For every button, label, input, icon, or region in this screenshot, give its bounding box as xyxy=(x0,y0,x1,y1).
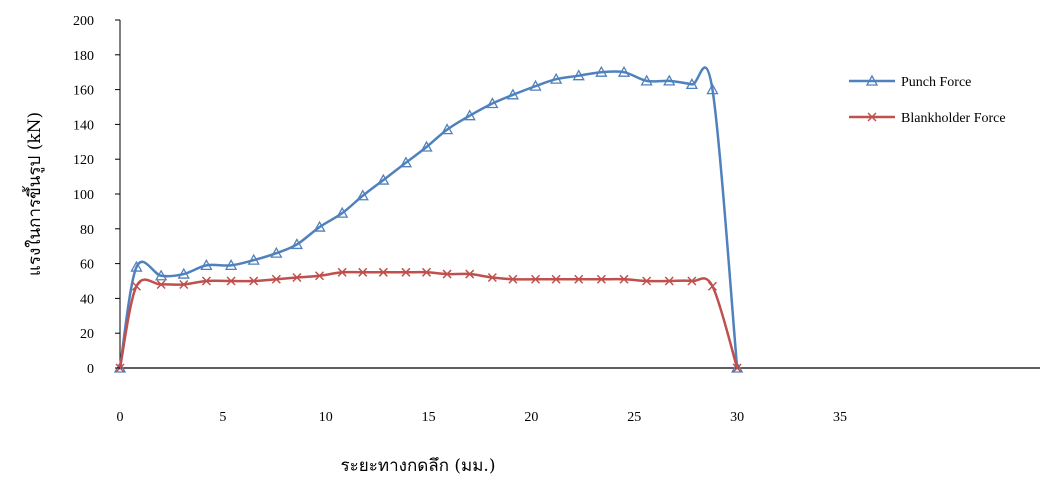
data-point xyxy=(226,276,236,286)
data-point xyxy=(707,281,717,291)
y-axis-title: แรงในการขึ้นรูป (kN) xyxy=(22,112,45,276)
y-tick-label: 0 xyxy=(87,362,94,377)
data-point xyxy=(685,78,698,90)
data-point xyxy=(731,361,744,373)
plot-area xyxy=(113,20,1040,373)
data-point xyxy=(356,189,369,201)
x-tick-label: 35 xyxy=(833,410,847,425)
y-tick-label: 200 xyxy=(73,14,94,29)
series-markers xyxy=(113,65,744,373)
legend-marker xyxy=(867,112,877,122)
data-point xyxy=(337,267,347,277)
y-tick-label: 120 xyxy=(73,153,94,168)
data-point xyxy=(487,272,497,283)
legend-marker xyxy=(865,74,879,86)
data-point xyxy=(290,238,304,250)
data-point xyxy=(155,269,168,281)
y-tick-label: 20 xyxy=(80,327,94,342)
data-point xyxy=(687,276,697,286)
data-point xyxy=(732,363,742,373)
data-point xyxy=(401,267,411,277)
x-axis-title: ระยะทางกดลึก (มม.) xyxy=(341,456,496,476)
data-point xyxy=(313,220,326,232)
data-point xyxy=(271,274,281,284)
data-point xyxy=(399,156,413,168)
x-tick-label: 0 xyxy=(117,410,124,425)
x-tick-labels: 0 5 10 15 20 25 30 35 xyxy=(117,410,848,425)
y-tick-label: 100 xyxy=(73,188,94,203)
data-point xyxy=(249,276,259,286)
data-point xyxy=(177,267,190,279)
data-point xyxy=(508,274,518,284)
data-point xyxy=(336,206,349,218)
data-point xyxy=(201,276,211,286)
data-point xyxy=(270,246,283,258)
data-point xyxy=(642,276,652,286)
series-line-blankholder-force xyxy=(118,270,739,369)
x-tick-label: 20 xyxy=(524,410,538,425)
series-line-punch-force xyxy=(118,66,739,369)
data-point xyxy=(550,72,563,84)
x-tick-label: 10 xyxy=(319,410,333,425)
data-point xyxy=(292,272,302,283)
data-point xyxy=(572,69,585,81)
legend: Punch Force Blankholder Force xyxy=(849,74,1006,126)
data-point xyxy=(706,83,719,95)
data-point xyxy=(531,274,541,284)
data-point xyxy=(664,276,674,286)
data-point xyxy=(315,271,325,281)
data-point xyxy=(358,267,368,277)
data-point xyxy=(247,253,260,265)
data-point xyxy=(506,88,520,100)
data-point xyxy=(420,140,433,152)
data-point xyxy=(595,65,608,77)
y-tick-label: 180 xyxy=(73,49,94,64)
data-point xyxy=(130,260,143,272)
data-point xyxy=(224,259,238,270)
legend-item: Punch Force xyxy=(849,74,971,90)
y-tick-label: 60 xyxy=(80,258,94,273)
data-point xyxy=(421,267,432,277)
data-point xyxy=(529,79,542,91)
y-tick-label: 160 xyxy=(73,84,94,99)
data-point xyxy=(156,279,166,290)
data-point xyxy=(551,274,561,284)
legend-item: Blankholder Force xyxy=(849,111,1006,126)
data-point xyxy=(617,65,631,77)
series-markers xyxy=(115,267,742,373)
data-point xyxy=(377,173,390,185)
y-tick-labels: 0 20 40 60 80 100 120 140 160 180 200 xyxy=(73,14,120,377)
data-point xyxy=(486,97,499,109)
data-point xyxy=(574,274,584,284)
legend-label: Punch Force xyxy=(901,75,971,90)
data-point xyxy=(596,274,606,284)
legend-label: Blankholder Force xyxy=(901,111,1006,126)
x-tick-label: 25 xyxy=(627,410,641,425)
data-point xyxy=(179,279,189,290)
x-tick-label: 15 xyxy=(422,410,436,425)
data-point xyxy=(663,74,676,86)
data-point xyxy=(463,109,476,121)
data-point xyxy=(378,267,388,277)
data-point xyxy=(640,74,653,86)
x-tick-label: 30 xyxy=(730,410,744,425)
data-point xyxy=(440,123,454,135)
y-tick-label: 80 xyxy=(80,223,94,238)
data-point xyxy=(465,269,475,279)
data-point xyxy=(619,274,629,284)
y-tick-label: 40 xyxy=(80,292,94,307)
data-point xyxy=(131,281,141,291)
data-point xyxy=(200,259,213,270)
y-tick-label: 140 xyxy=(73,118,94,133)
data-point xyxy=(442,269,452,279)
x-tick-label: 5 xyxy=(219,410,226,425)
